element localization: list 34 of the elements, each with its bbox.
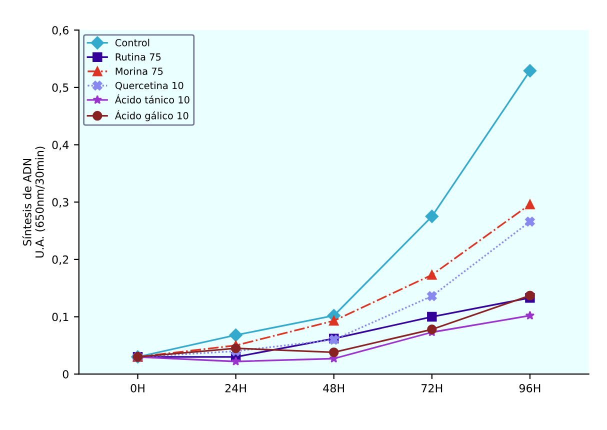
x-tick-label: 72H [422,384,442,392]
y-tick-label: 0,2 [52,255,68,265]
x-tick-label: 96H [519,384,540,392]
point [525,310,535,320]
point [328,347,339,358]
y-tick-label: 0,1 [52,312,68,322]
point [328,316,339,326]
y-tick-label: 0,3 [52,198,68,208]
point [427,291,437,301]
y-tick-label: 0,6 [52,26,68,36]
point [229,328,242,342]
legend-label: Quercetina 10 [115,82,184,90]
point [427,312,437,322]
legend-label: Rutina 75 [116,53,161,61]
legend-label: Ácido gálico 10 [114,110,188,122]
y-tick-label: 0,4 [52,140,69,150]
x-tick-label: 48H [323,384,344,392]
point [427,324,437,334]
y-tick-label: 0,5 [52,83,68,93]
y-axis-title: Síntesis de ADN U.A. (650nm/30min) [22,146,46,258]
point [525,200,535,210]
point [525,216,535,226]
point [427,270,437,280]
x-tick-label: 0H [130,384,144,392]
point [523,64,537,78]
point [425,210,438,224]
point [230,343,241,354]
legend-label: Morina 75 [116,67,163,75]
legend-label: Control [115,38,150,46]
point [231,356,240,366]
point [525,290,535,300]
x-tick-label: 24H [225,384,246,392]
legend-label: Ácido tánico 10 [114,94,190,104]
y-tick-label: 0 [62,370,68,378]
